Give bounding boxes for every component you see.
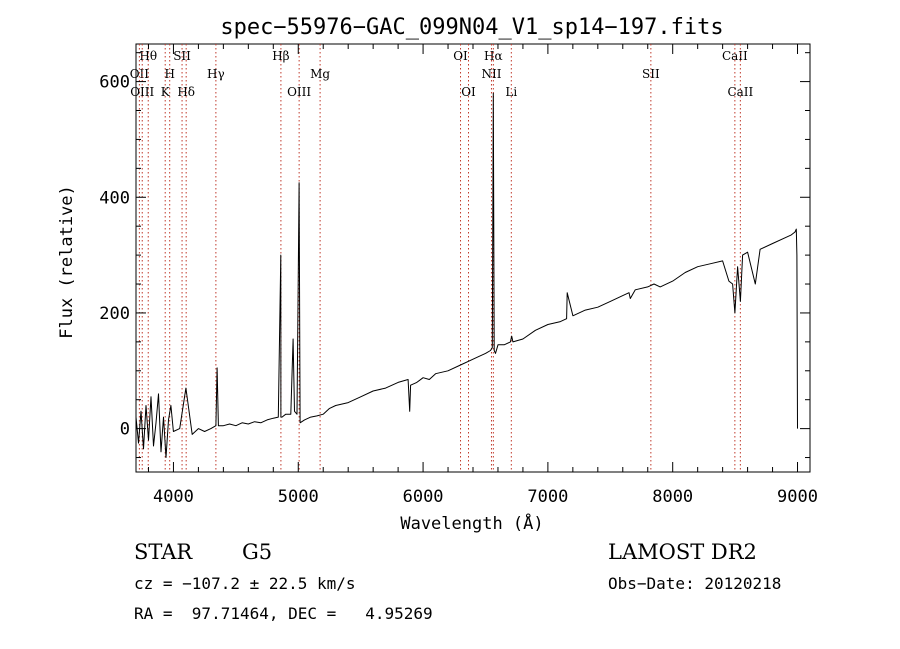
chart-title: spec−55976−GAC_099N04_V1_sp14−197.fits bbox=[220, 15, 723, 40]
y-tick-label-0: 0 bbox=[120, 420, 130, 440]
line-marker-label-6: Hδ bbox=[177, 85, 195, 99]
x-axis-label: Wavelength (Å) bbox=[400, 512, 543, 534]
spectrum-line-0 bbox=[135, 92, 798, 458]
survey-name: LAMOST DR2 bbox=[608, 540, 757, 564]
x-tick-label-4: 8000 bbox=[652, 487, 693, 507]
line-marker-label-11: OI bbox=[453, 49, 468, 63]
coordinates: RA = 97.71464, DEC = 4.95269 bbox=[134, 604, 433, 623]
line-marker-label-1: OII bbox=[130, 67, 150, 81]
line-marker-label-10: Mg bbox=[310, 67, 330, 81]
object-subclass: G5 bbox=[242, 540, 273, 564]
line-marker-label-8: Hβ bbox=[272, 49, 289, 63]
y-tick-label-2: 400 bbox=[99, 188, 130, 208]
line-marker-label-12: OI bbox=[461, 85, 476, 99]
y-axis: 0 200 400 600 bbox=[99, 52, 810, 459]
x-tick-label-5: 9000 bbox=[777, 487, 818, 507]
line-markers: Hθ OII OIII HK SII Hδ Hγ Hβ OIII Mg OI OI Hα NII Li SII… bbox=[130, 44, 754, 472]
line-marker-label-7: Hγ bbox=[207, 67, 225, 81]
line-marker-label-3: H bbox=[164, 67, 174, 81]
x-tick-label-1: 5000 bbox=[278, 487, 319, 507]
line-marker-label-18: CaII bbox=[727, 85, 753, 99]
redshift-readout: cz = −107.2 ± 22.5 km/s bbox=[134, 574, 356, 593]
x-tick-label-3: 7000 bbox=[527, 487, 568, 507]
y-tick-label-1: 200 bbox=[99, 304, 130, 324]
x-tick-label-2: 6000 bbox=[403, 487, 444, 507]
line-marker-label-4: K bbox=[161, 85, 171, 99]
line-marker-label-14: NII bbox=[481, 67, 501, 81]
y-axis-label: Flux (relative) bbox=[57, 185, 77, 339]
line-marker-label-15: Li bbox=[505, 85, 517, 99]
obs-date: Obs−Date: 20120218 bbox=[608, 574, 782, 593]
line-marker-label-17: CaII bbox=[722, 49, 748, 63]
line-marker-label-2: OIII bbox=[130, 85, 154, 99]
object-class: STAR bbox=[134, 540, 193, 564]
plot-frame bbox=[135, 43, 811, 473]
x-axis: 4000 5000 6000 7000 8000 9000 bbox=[147, 44, 818, 507]
line-marker-label-0: Hθ bbox=[139, 49, 157, 63]
y-tick-label-3: 600 bbox=[99, 73, 130, 93]
x-tick-label-0: 4000 bbox=[153, 487, 194, 507]
line-marker-label-9: OIII bbox=[287, 85, 311, 99]
spectrum-series bbox=[135, 92, 798, 458]
line-marker-label-16: SII bbox=[642, 67, 660, 81]
line-marker-label-13: Hα bbox=[484, 49, 503, 63]
line-marker-label-5: SII bbox=[173, 49, 191, 63]
